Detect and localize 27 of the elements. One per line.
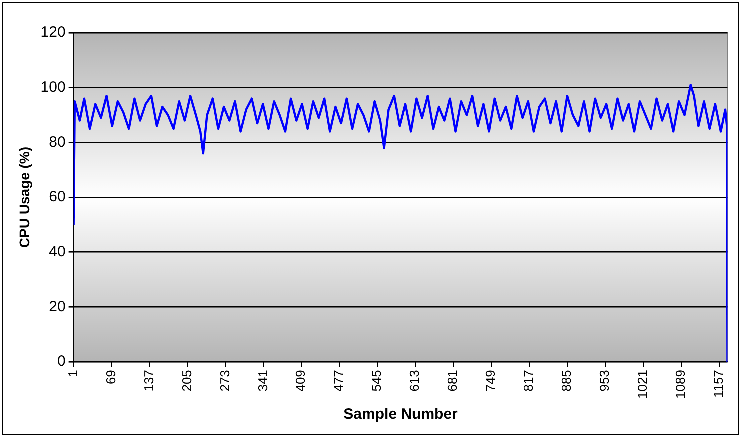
y-tick-label: 40: [49, 244, 66, 261]
x-tick-label: 885: [559, 370, 574, 392]
x-tick-label: 613: [407, 370, 422, 392]
y-tick-label: 0: [57, 353, 66, 370]
x-tick-label: 205: [179, 370, 194, 392]
x-axis-title: Sample Number: [344, 406, 458, 424]
x-tick-label: 409: [293, 370, 308, 392]
x-tick-label: 1157: [710, 370, 726, 398]
x-tick-label: 341: [255, 370, 270, 392]
x-tick-label: 1021: [634, 370, 650, 399]
y-axis-title: CPU Usage (%): [16, 146, 32, 248]
y-tick-label: 60: [49, 188, 66, 206]
x-tick-label: 69: [103, 370, 118, 385]
x-tick-label: 1089: [672, 370, 688, 399]
x-tick-label: 817: [521, 370, 536, 392]
y-tick-label: 80: [49, 134, 66, 151]
x-tick-label: 681: [445, 370, 460, 392]
x-tick-label: 545: [369, 370, 384, 392]
x-tick-label: 273: [217, 370, 232, 392]
y-tick-label: 100: [40, 78, 66, 96]
y-tick-label: 120: [40, 24, 66, 42]
x-tick-label: 137: [141, 370, 156, 392]
x-tick-label: 477: [331, 370, 346, 392]
x-tick-label: 953: [597, 370, 612, 392]
x-tick-label: 1: [65, 370, 80, 378]
x-tick-label: 749: [483, 370, 498, 392]
y-tick-label: 20: [49, 298, 66, 316]
